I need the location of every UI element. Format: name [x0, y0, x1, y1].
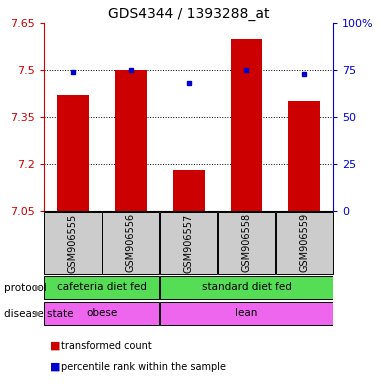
Text: GSM906557: GSM906557 — [183, 213, 194, 273]
Bar — [44, 302, 159, 326]
Bar — [44, 276, 159, 300]
Bar — [160, 276, 333, 300]
Text: ■: ■ — [50, 341, 60, 351]
Text: ▶: ▶ — [35, 309, 41, 318]
Text: percentile rank within the sample: percentile rank within the sample — [61, 362, 226, 372]
Bar — [102, 212, 159, 274]
Text: GSM906558: GSM906558 — [241, 214, 252, 272]
Bar — [288, 101, 320, 211]
Text: ■: ■ — [50, 362, 60, 372]
Bar — [115, 70, 147, 211]
Text: GSM906559: GSM906559 — [299, 214, 309, 272]
Text: transformed count: transformed count — [61, 341, 152, 351]
Bar — [231, 39, 262, 211]
Bar — [160, 302, 333, 326]
Text: standard diet fed: standard diet fed — [201, 282, 291, 292]
Text: disease state: disease state — [4, 309, 73, 319]
Bar — [57, 95, 89, 211]
Text: obese: obese — [86, 308, 118, 318]
Title: GDS4344 / 1393288_at: GDS4344 / 1393288_at — [108, 7, 269, 21]
Bar — [276, 212, 333, 274]
Text: lean: lean — [235, 308, 258, 318]
Text: cafeteria diet fed: cafeteria diet fed — [57, 282, 147, 292]
Text: GSM906555: GSM906555 — [68, 213, 78, 273]
Text: GSM906556: GSM906556 — [126, 214, 136, 272]
Bar — [173, 170, 205, 211]
Text: protocol: protocol — [4, 283, 47, 293]
Bar — [218, 212, 275, 274]
Text: ▶: ▶ — [35, 283, 41, 292]
Bar — [160, 212, 217, 274]
Bar — [44, 212, 101, 274]
